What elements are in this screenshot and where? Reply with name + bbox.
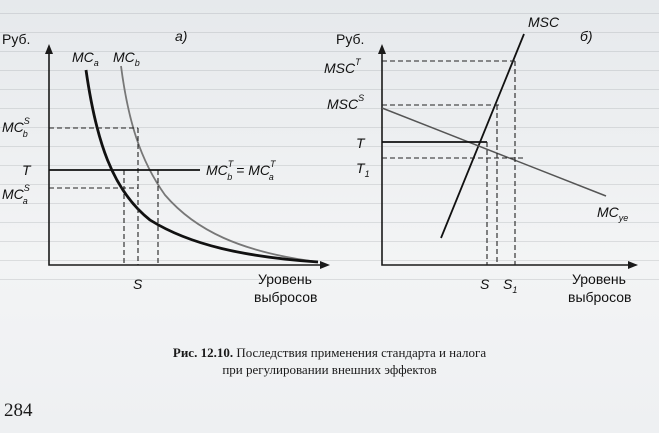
- msc-line: [440, 33, 525, 239]
- panel-b-x-label-1: Уровень: [572, 271, 626, 287]
- msc-s-label: MSCS: [327, 93, 364, 112]
- panel-a-x-label-1: Уровень: [258, 271, 312, 287]
- panel-a-y-unit: Руб.: [2, 31, 30, 47]
- panel-a-y-arrow: [45, 44, 53, 54]
- figure-caption-line-1: Рис. 12.10. Последствия применения станд…: [0, 345, 659, 361]
- panel-a-axes: [48, 52, 322, 266]
- mc-ye-label: MCуе: [597, 204, 628, 223]
- panel-b-y-unit: Руб.: [336, 31, 364, 47]
- t-label: T: [22, 162, 32, 178]
- msc-t-label: MSCT: [324, 57, 362, 76]
- panel-a-tag: а): [175, 28, 187, 44]
- mc-a-s-label: MCS a: [2, 183, 30, 206]
- t1-label: T1: [356, 160, 370, 179]
- panel-b-t-label: T: [356, 135, 366, 151]
- panel-b-s-label: S: [480, 276, 490, 292]
- s1-label: S1: [503, 276, 517, 295]
- mc-a-curve: [84, 69, 319, 264]
- panel-b-x-label-2: выбросов: [568, 289, 631, 305]
- show-through-text: [0, 0, 659, 280]
- panel-b-y-arrow: [378, 44, 386, 54]
- tax-equality-label: MCT b = MCT a: [206, 159, 277, 182]
- mc-b-s-label: MCS b: [2, 116, 30, 139]
- panel-a-x-arrow: [320, 261, 330, 269]
- figure-number: Рис. 12.10.: [172, 345, 234, 360]
- panel-b: Руб. б) MSC MCуе MSCT MSCS T T1 S S1 Уро…: [324, 14, 638, 305]
- msc-label: MSC: [528, 14, 560, 30]
- panel-a: Руб. а) MCa MCb MCS b T MCS a MCT b = MCT a …: [2, 28, 330, 305]
- s-label: S: [133, 276, 143, 292]
- mc-a-label: MCa: [72, 49, 99, 68]
- panel-b-axes: [381, 52, 630, 266]
- mc-ye-line: [381, 107, 607, 197]
- panel-b-x-arrow: [628, 261, 638, 269]
- panel-a-x-label-2: выбросов: [254, 289, 317, 305]
- page-number: 284: [4, 400, 33, 421]
- mc-b-curve: [120, 65, 319, 263]
- caption-text-1: Последствия применения стандарта и налог…: [233, 345, 487, 360]
- figure-12-10: Руб. а) MCa MCb MCS b T MCS a MCT b = MCT a …: [2, 14, 638, 305]
- figure-caption-line-2: при регулировании внешних эффектов: [222, 362, 437, 377]
- panel-b-tag: б): [580, 28, 593, 44]
- mc-b-label: MCb: [113, 49, 140, 68]
